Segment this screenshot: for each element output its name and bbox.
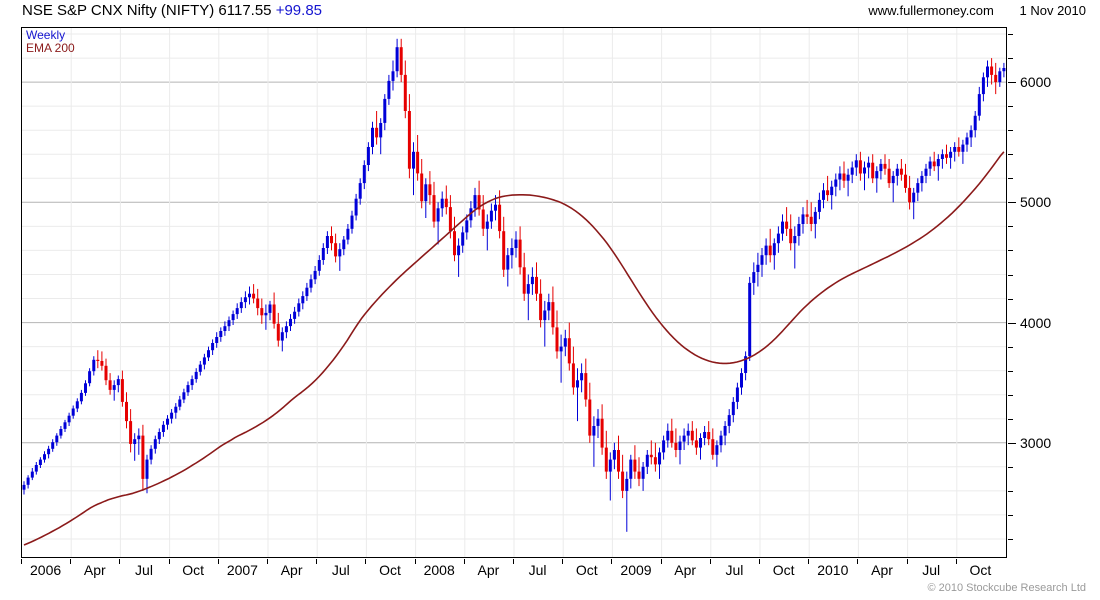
header-meta: www.fullermoney.com 1 Nov 2010 bbox=[868, 3, 1086, 18]
x-axis-tick bbox=[759, 559, 760, 564]
x-axis-tick bbox=[611, 559, 613, 564]
y-axis-tick bbox=[1008, 539, 1013, 540]
x-axis-label: 2008 bbox=[423, 562, 455, 578]
instrument-name-and-price: NSE S&P CNX Nifty (NIFTY) 6117.55 bbox=[22, 2, 272, 19]
x-axis-tick bbox=[513, 559, 514, 564]
y-axis-tick bbox=[1008, 226, 1013, 228]
x-axis: 2006 Apr Jul Oct 2007 Apr Jul Oct 2008 Apr Jul Oct 2… bbox=[21, 559, 1007, 583]
x-axis-label: Jul bbox=[725, 562, 744, 578]
x-axis-label: Jul bbox=[135, 562, 153, 578]
y-axis-label: 6000 bbox=[1020, 74, 1052, 91]
y-axis-tick bbox=[1008, 202, 1016, 204]
x-axis-tick bbox=[267, 559, 268, 564]
y-axis-tick bbox=[1008, 130, 1013, 132]
instrument-title: NSE S&P CNX Nifty (NIFTY) 6117.55 +99.85 bbox=[22, 2, 322, 19]
x-axis-label: Oct bbox=[969, 562, 992, 578]
x-axis-tick bbox=[168, 559, 170, 564]
y-axis-tick bbox=[1008, 490, 1013, 492]
x-axis-tick bbox=[217, 559, 219, 564]
y-axis-tick bbox=[1008, 34, 1013, 35]
chart-legend: Weekly EMA 200 bbox=[26, 29, 75, 55]
x-axis-tick bbox=[463, 559, 465, 564]
price-series bbox=[22, 38, 1006, 546]
y-axis-label: 3000 bbox=[1020, 434, 1052, 451]
x-axis-label: Apr bbox=[83, 562, 106, 578]
x-axis-tick bbox=[906, 559, 908, 564]
x-axis-label: Oct bbox=[182, 562, 205, 578]
grid-lines bbox=[22, 28, 1006, 557]
x-axis-label: 2007 bbox=[226, 562, 258, 578]
x-axis-tick bbox=[70, 559, 72, 564]
y-axis-tick bbox=[1008, 82, 1016, 84]
x-axis-tick bbox=[808, 559, 810, 564]
y-axis-tick bbox=[1008, 466, 1013, 468]
x-axis-label: 2009 bbox=[620, 562, 652, 578]
x-axis-label: Apr bbox=[477, 562, 500, 578]
x-axis-label: Oct bbox=[575, 562, 598, 578]
legend-ema-200: EMA 200 bbox=[26, 40, 75, 55]
x-axis-tick bbox=[414, 559, 416, 564]
x-axis-label: 2006 bbox=[30, 562, 62, 578]
copyright-notice: © 2010 Stockcube Research Ltd bbox=[927, 582, 1086, 594]
x-axis-tick bbox=[316, 559, 318, 564]
y-axis-tick bbox=[1008, 274, 1013, 276]
chart-header: NSE S&P CNX Nifty (NIFTY) 6117.55 +99.85… bbox=[0, 0, 1100, 24]
x-axis-label: Apr bbox=[674, 562, 697, 578]
x-axis-label: Jul bbox=[528, 562, 547, 578]
y-axis-tick bbox=[1008, 154, 1013, 156]
y-axis-tick bbox=[1008, 346, 1013, 348]
y-axis-tick bbox=[1008, 394, 1013, 396]
x-axis-tick bbox=[365, 559, 367, 564]
price-change: +99.85 bbox=[275, 2, 322, 19]
x-axis-label: Jul bbox=[331, 562, 350, 578]
x-axis-label: Apr bbox=[871, 562, 893, 578]
x-axis-label: Jul bbox=[922, 562, 941, 578]
x-axis-tick bbox=[562, 559, 564, 564]
y-axis-tick bbox=[1008, 370, 1013, 372]
x-axis-tick bbox=[857, 559, 859, 564]
y-axis-tick bbox=[1008, 250, 1013, 252]
y-axis-label: 4000 bbox=[1020, 314, 1052, 331]
x-axis-tick bbox=[660, 559, 662, 564]
x-axis-label: Oct bbox=[772, 562, 795, 578]
y-axis-tick bbox=[1008, 58, 1013, 60]
x-axis-tick bbox=[21, 559, 22, 564]
y-axis-tick bbox=[1008, 442, 1016, 444]
x-axis-tick bbox=[955, 559, 957, 564]
y-axis: 3000 4000 5000 6000 bbox=[1008, 27, 1100, 558]
chart-date: 1 Nov 2010 bbox=[1019, 3, 1087, 18]
y-axis-label: 5000 bbox=[1020, 194, 1052, 211]
x-axis-tick bbox=[119, 559, 121, 564]
plot-area bbox=[21, 27, 1007, 558]
y-axis-tick bbox=[1008, 322, 1016, 324]
y-axis-tick bbox=[1008, 418, 1013, 420]
x-axis-label: Oct bbox=[379, 562, 401, 578]
x-axis-label: Apr bbox=[280, 562, 303, 578]
website-label: www.fullermoney.com bbox=[868, 3, 994, 18]
y-axis-tick bbox=[1008, 106, 1013, 108]
legend-timeframe: Weekly bbox=[26, 28, 66, 42]
x-axis-label: 2010 bbox=[817, 562, 849, 578]
y-axis-tick bbox=[1008, 514, 1013, 516]
y-axis-tick bbox=[1008, 298, 1013, 300]
x-axis-tick bbox=[709, 559, 711, 564]
y-axis-tick bbox=[1008, 178, 1013, 180]
